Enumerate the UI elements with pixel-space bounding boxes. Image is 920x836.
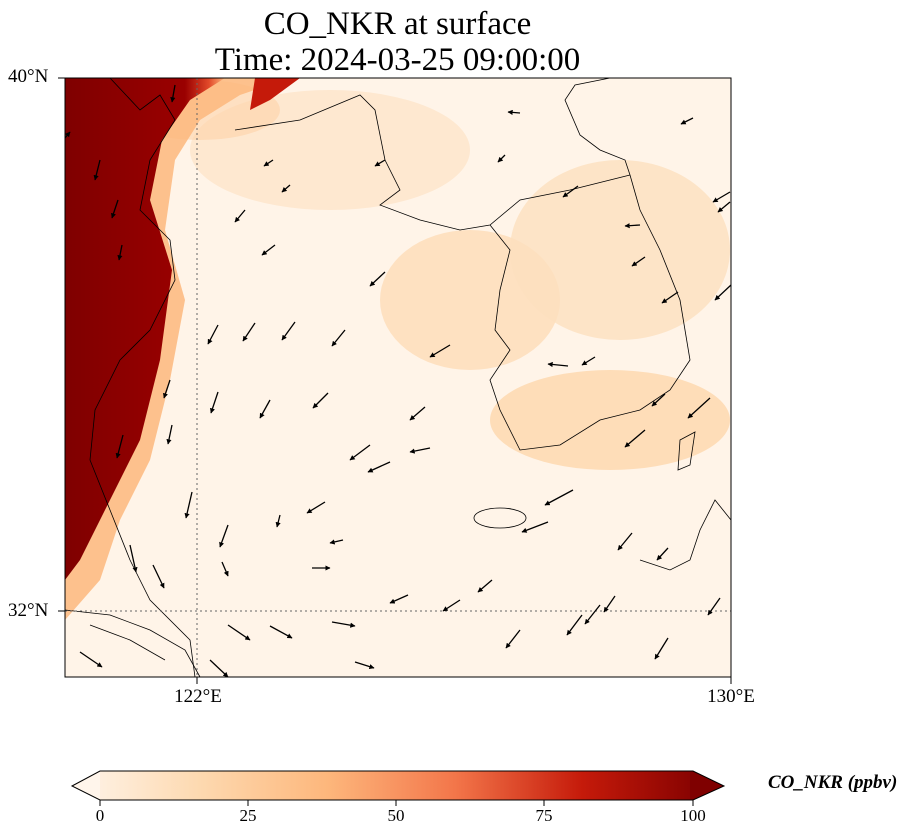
map-title-line2: Time: 2024-03-25 09:00:00 [214,42,581,78]
map-frame [64,77,732,678]
lat-tick-32n: 32°N [8,600,49,621]
colorbar-tick-100: 100 [680,806,706,825]
colorbar-label: CO_NKR (ppbv) [768,772,898,793]
colorbar-tick-0: 0 [95,806,105,825]
colorbar-tick-25: 25 [239,806,257,825]
wind-vectors [65,84,731,677]
lat-tick-40n: 40°N [8,66,49,87]
concentration-field [65,78,731,677]
lon-tick-130e: 130°E [707,686,755,707]
colorbar [70,770,726,806]
lon-tick-122e: 122°E [174,686,222,707]
map-title-line1: CO_NKR at surface [263,6,532,42]
colorbar-tick-50: 50 [387,806,405,825]
colorbar-tick-75: 75 [535,806,553,825]
